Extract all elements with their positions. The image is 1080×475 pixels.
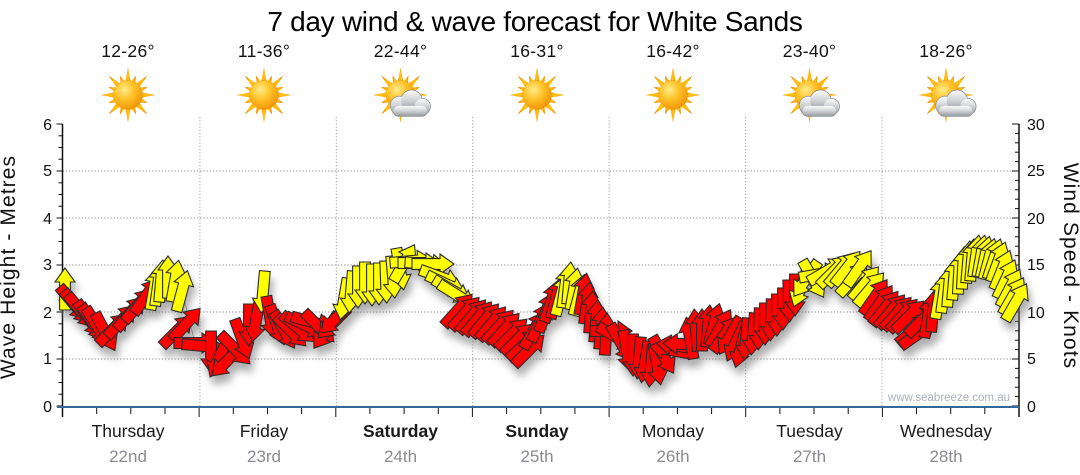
svg-text:Friday: Friday — [240, 421, 289, 441]
svg-text:6: 6 — [43, 117, 52, 134]
svg-text:Sunday: Sunday — [505, 421, 568, 441]
svg-text:10: 10 — [1027, 305, 1045, 322]
svg-text:Saturday: Saturday — [363, 421, 438, 441]
svg-text:0: 0 — [1027, 399, 1036, 416]
svg-text:25: 25 — [1027, 163, 1045, 180]
svg-text:3: 3 — [43, 257, 52, 274]
svg-text:5: 5 — [43, 163, 52, 180]
svg-text:2: 2 — [43, 305, 52, 322]
svg-text:25th: 25th — [520, 447, 553, 466]
svg-text:11-36°: 11-36° — [238, 41, 290, 61]
svg-text:15: 15 — [1027, 257, 1045, 274]
svg-text:23rd: 23rd — [247, 447, 281, 466]
svg-text:7 day wind & wave forecast for: 7 day wind & wave forecast for White San… — [267, 6, 802, 37]
svg-text:16-42°: 16-42° — [646, 41, 700, 61]
svg-text:4: 4 — [43, 211, 52, 228]
svg-text:Wave Height - Metres: Wave Height - Metres — [0, 155, 20, 379]
svg-text:20: 20 — [1027, 211, 1045, 228]
svg-text:Thursday: Thursday — [92, 421, 165, 441]
svg-text:12-26°: 12-26° — [101, 41, 155, 61]
svg-text:Tuesday: Tuesday — [776, 421, 843, 441]
svg-text:Wednesday: Wednesday — [900, 421, 992, 441]
svg-text:26th: 26th — [656, 447, 689, 466]
svg-text:1: 1 — [43, 351, 52, 368]
svg-text:0: 0 — [43, 399, 52, 416]
svg-text:24th: 24th — [384, 447, 417, 466]
svg-text:23-40°: 23-40° — [783, 41, 837, 61]
svg-text:30: 30 — [1027, 117, 1045, 134]
svg-text:www.seabreeze.com.au: www.seabreeze.com.au — [887, 392, 1010, 404]
svg-text:28th: 28th — [929, 447, 962, 466]
svg-text:22-44°: 22-44° — [374, 41, 428, 61]
svg-text:Wind Speed - Knots: Wind Speed - Knots — [1059, 163, 1080, 370]
svg-text:16-31°: 16-31° — [510, 41, 564, 61]
svg-text:18-26°: 18-26° — [919, 41, 973, 61]
svg-text:22nd: 22nd — [109, 447, 147, 466]
svg-text:5: 5 — [1027, 351, 1036, 368]
svg-text:27th: 27th — [793, 447, 826, 466]
svg-text:Monday: Monday — [642, 421, 705, 441]
